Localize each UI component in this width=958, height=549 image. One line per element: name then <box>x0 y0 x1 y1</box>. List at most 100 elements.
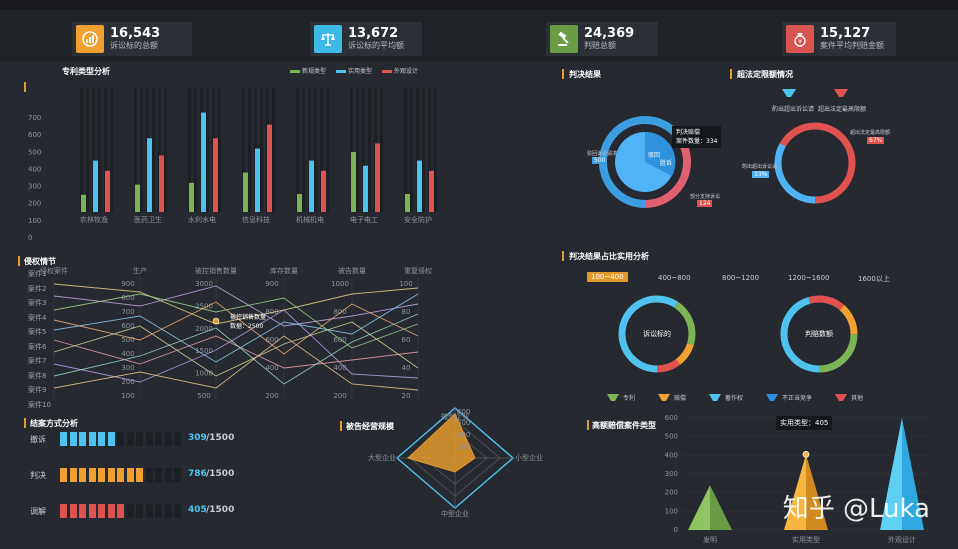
bar-track <box>416 88 419 212</box>
kpi-label: 案件平均判赔金额 <box>820 41 884 50</box>
parallel-line <box>53 335 419 369</box>
ratio-tab[interactable]: 400~800 <box>658 274 691 282</box>
y-tick-label: 100 <box>28 217 41 225</box>
infringe-tooltip: 被控销售数量 数据：2500 <box>230 314 267 330</box>
parallel-axis-label: 生产 <box>133 266 147 275</box>
cone-bar <box>902 418 924 530</box>
section-marker <box>24 418 26 428</box>
legend-item: 实用类型 <box>336 66 372 75</box>
cone-bar <box>880 418 902 530</box>
section-marker <box>562 69 564 79</box>
settle-block <box>164 504 172 518</box>
settle-block <box>164 432 172 446</box>
y-tick-label: 500 <box>665 433 678 441</box>
cone-bar <box>806 454 828 530</box>
scale-icon <box>314 25 342 53</box>
bar-track <box>92 88 95 212</box>
settle-block <box>107 432 115 446</box>
x-tick-label: 水利水电 <box>188 215 216 224</box>
infringe-row-label: 案件8 <box>28 371 47 380</box>
x-tick-label: 农林牧渔 <box>80 215 108 224</box>
ratio-tab-active[interactable]: 100~400 <box>587 272 628 282</box>
exceed-right-label: 超出法定最高限额 <box>850 130 891 136</box>
bar <box>201 112 206 212</box>
radar-scale: 100 <box>457 443 470 451</box>
parallel-tick: 600 <box>265 336 278 344</box>
ratio-legend: 专利 赔偿 著作权 不正当竞争 其他 <box>606 393 863 402</box>
bar-track <box>164 88 167 212</box>
settle-block <box>107 504 115 518</box>
bar-track <box>320 88 323 212</box>
bar-track <box>422 88 425 212</box>
parallel-axis-label: 重复侵权 <box>404 266 432 275</box>
kpi-card-total-compensation[interactable]: 24,369 判赔总额 <box>546 22 658 56</box>
verdict-bottom-value: 124 <box>697 200 713 207</box>
legend-item: 新规类型 <box>290 66 326 75</box>
top-strip <box>0 0 958 10</box>
bar <box>375 143 380 212</box>
ratio-legend-item: 著作权 <box>708 393 743 402</box>
y-tick-label: 0 <box>674 526 678 534</box>
highcomp-title: 高额赔偿案件类型 <box>592 421 656 430</box>
ratio-tab[interactable]: 800~1200 <box>722 274 760 282</box>
parallel-highlight-point <box>212 317 220 325</box>
bar-track <box>86 88 89 212</box>
bar <box>189 182 194 212</box>
bar <box>297 194 302 212</box>
settle-block <box>60 468 67 482</box>
bar <box>105 170 110 212</box>
section-marker <box>562 251 564 261</box>
bar <box>255 148 260 212</box>
ratio-tab[interactable]: 1200~1600 <box>788 274 830 282</box>
bar-track <box>206 88 209 212</box>
infringe-row-label: 案件7 <box>28 357 47 365</box>
settle-block <box>126 432 134 446</box>
parallel-tick: 600 <box>121 322 134 330</box>
section-marker <box>730 69 732 79</box>
exceed-right-value: 67% <box>867 137 885 144</box>
settle-block <box>126 504 134 518</box>
settle-block <box>117 432 124 446</box>
bar-track <box>134 88 137 212</box>
parallel-tick: 200 <box>333 392 346 400</box>
defendant-title: 被告经营规模 <box>346 422 394 431</box>
cone-highlight-point <box>802 451 810 458</box>
y-tick-label: 600 <box>28 131 41 139</box>
ratio-legend-item: 专利 <box>606 393 635 402</box>
kpi-card-total-amount[interactable]: 16,543 诉讼标的总额 <box>72 22 192 56</box>
ratio-legend-item: 赔偿 <box>657 393 686 402</box>
highcomp-tooltip: 实用类型：405 <box>776 416 833 430</box>
infringe-row-labels: 案件1 案件2 案件3 案件4 案件5 案件6 案件7 案件8 案件9 案件10 <box>28 267 51 412</box>
kpi-value: 15,127 <box>820 26 871 41</box>
x-tick-label: 安全防护 <box>404 215 432 224</box>
verdict-inner-label: 驳回 <box>648 151 660 159</box>
bar <box>159 155 164 212</box>
bar-track <box>368 88 371 212</box>
bar-track <box>380 88 383 212</box>
kpi-card-average-amount[interactable]: 13,672 诉讼标的平均额 <box>310 22 422 56</box>
bar-track <box>356 88 359 212</box>
settle-block <box>136 504 143 518</box>
y-tick-label: 300 <box>665 470 678 478</box>
bar <box>417 160 422 212</box>
gavel-icon <box>550 25 578 53</box>
settle-block <box>136 468 143 482</box>
y-tick-label: 200 <box>28 200 41 208</box>
y-tick-label: 0 <box>28 234 32 242</box>
ratio-donut-label: 诉讼标的 <box>643 329 671 338</box>
settle-block <box>145 504 153 518</box>
bar <box>267 124 272 212</box>
bar <box>405 194 410 212</box>
settle-block <box>174 504 181 518</box>
parallel-tick: 300 <box>121 364 134 372</box>
radar-scale: 200 <box>457 431 470 439</box>
bar-track <box>98 88 101 212</box>
section-marker <box>18 256 20 266</box>
radar-label: 微型企业 <box>441 412 469 421</box>
radar-scale: 400 <box>457 408 470 416</box>
bar-track <box>152 88 155 212</box>
parallel-line <box>53 335 419 391</box>
parallel-line <box>53 283 419 325</box>
kpi-card-average-compensation[interactable]: ¥ 15,127 案件平均判赔金额 <box>782 22 896 56</box>
ratio-tab[interactable]: 1600以上 <box>858 275 890 283</box>
